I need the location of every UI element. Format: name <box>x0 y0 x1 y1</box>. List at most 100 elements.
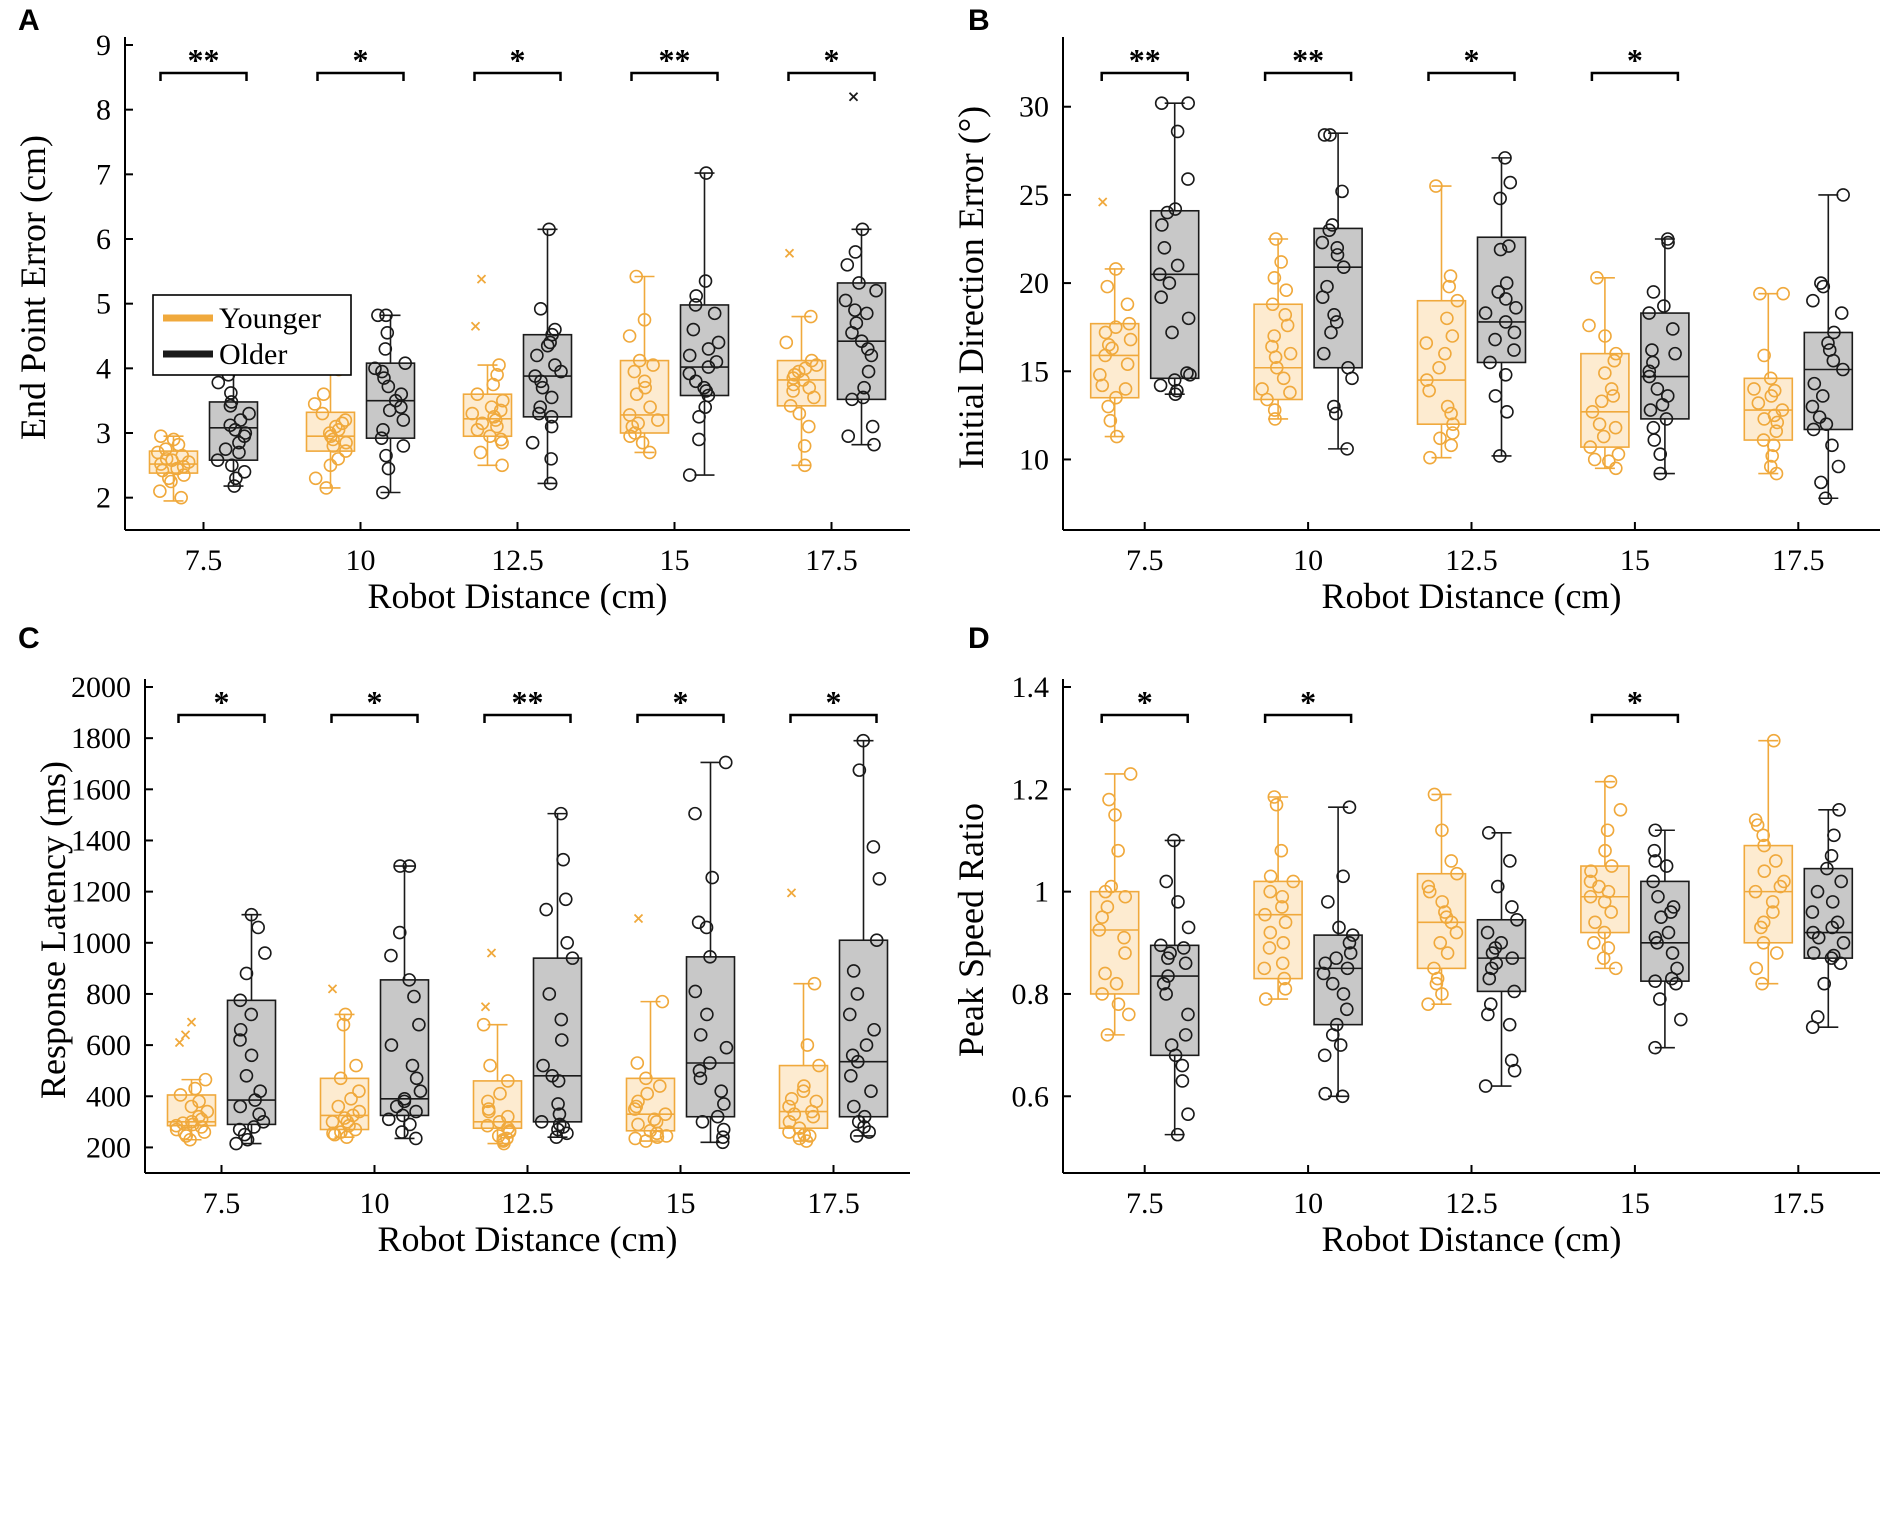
older-data-point <box>851 1115 866 1129</box>
older-data-point <box>1507 343 1521 357</box>
younger-data-point <box>1442 279 1456 294</box>
younger-data-point <box>812 1058 826 1073</box>
older-data-point <box>849 1129 864 1143</box>
significance-bracket <box>1100 71 1189 81</box>
older-data-point <box>1154 290 1168 305</box>
younger-outlier-marker <box>486 948 497 958</box>
older-data-point <box>394 400 408 414</box>
older-data-point <box>405 1058 420 1073</box>
older-data-point <box>692 1063 707 1078</box>
older-data-point <box>1488 941 1503 955</box>
younger-data-point <box>1278 915 1293 930</box>
younger-data-point <box>1607 353 1622 368</box>
younger-data-point <box>335 416 349 431</box>
younger-data-point <box>786 384 800 398</box>
older-data-point <box>1483 997 1498 1011</box>
younger-data-point <box>494 432 508 447</box>
older-data-point <box>1806 422 1821 437</box>
older-data-point <box>693 1071 708 1086</box>
younger-data-point <box>1095 378 1110 393</box>
x-tick-label: 17.5 <box>807 1187 860 1220</box>
older-data-point <box>699 384 714 398</box>
older-data-point <box>1502 1017 1517 1032</box>
younger-data-point <box>1118 889 1133 904</box>
older-data-point <box>1504 1053 1519 1068</box>
older-data-point <box>1340 442 1354 456</box>
younger-data-point <box>1101 338 1116 352</box>
younger-data-point <box>1756 915 1771 930</box>
older-data-point <box>1336 869 1350 884</box>
y-tick-label: 0.8 <box>1012 978 1050 1011</box>
younger-outlier-marker <box>180 1030 191 1040</box>
older-data-point <box>705 870 720 885</box>
y-tick-label: 20 <box>1019 267 1049 300</box>
older-data-point <box>224 395 239 409</box>
younger-data-point <box>1756 935 1771 950</box>
older-data-point <box>211 375 226 390</box>
older-data-point <box>715 1135 730 1150</box>
older-data-point <box>718 755 733 770</box>
older-data-point <box>379 308 393 323</box>
younger-data-point <box>1766 905 1780 919</box>
younger-data-point <box>169 1118 184 1133</box>
older-data-point <box>1834 874 1849 889</box>
older-data-point <box>233 1033 247 1047</box>
y-tick-label: 9 <box>96 29 111 62</box>
younger-data-point <box>1609 346 1623 361</box>
older-data-point <box>1493 191 1507 206</box>
younger-data-point <box>327 1127 342 1142</box>
younger-data-point <box>1769 424 1784 439</box>
older-data-point <box>1500 405 1514 419</box>
older-box <box>532 957 583 1123</box>
older-data-point <box>1817 976 1832 991</box>
older-data-point <box>1505 951 1520 965</box>
older-data-point <box>1316 966 1331 981</box>
younger-data-point <box>1104 879 1119 894</box>
older-data-point <box>1498 315 1513 329</box>
older-data-point <box>392 925 407 940</box>
younger-data-point <box>629 269 644 284</box>
significance-label: * <box>824 42 840 78</box>
older-data-point <box>1181 920 1196 935</box>
older-data-point <box>402 859 417 873</box>
younger-data-point <box>801 419 816 434</box>
older-data-point <box>377 371 391 385</box>
older-data-point <box>1814 475 1828 490</box>
older-box <box>1640 880 1690 982</box>
older-data-point <box>860 342 875 356</box>
older-data-point <box>1827 325 1841 340</box>
younger-data-point <box>1757 864 1772 878</box>
younger-data-point <box>480 1118 495 1133</box>
legend-older-label: Older <box>219 338 287 371</box>
older-data-point <box>554 806 568 821</box>
younger-data-point <box>1102 792 1116 807</box>
younger-data-point <box>807 976 822 991</box>
older-data-point <box>1834 306 1849 320</box>
y-axis-label: End Point Error (cm) <box>13 135 53 440</box>
older-data-point <box>1161 969 1175 983</box>
younger-data-point <box>786 371 801 385</box>
y-tick-label: 4 <box>96 352 111 385</box>
y-tick-label: 30 <box>1019 91 1049 124</box>
younger-data-point <box>1277 971 1292 986</box>
older-data-point <box>532 406 546 421</box>
younger-data-point <box>629 1099 644 1114</box>
younger-data-point <box>344 1092 358 1106</box>
younger-outlier-marker <box>476 274 487 284</box>
younger-data-point <box>319 481 334 495</box>
older-data-point <box>1328 406 1343 421</box>
older-data-point <box>1336 260 1351 275</box>
younger-data-point <box>1748 813 1763 827</box>
younger-data-point <box>492 358 506 372</box>
younger-data-point <box>331 422 346 437</box>
panel-b: B 10 15 20 25 30 7.5 10 12.5 15 17.5 Robot Distance… <box>951 4 1880 616</box>
older-data-point <box>1478 1079 1493 1093</box>
younger-data-point <box>1108 320 1123 334</box>
significance-label: * <box>673 684 689 720</box>
older-data-point <box>407 989 421 1004</box>
significance-bracket <box>316 71 405 81</box>
younger-data-point <box>1118 946 1132 960</box>
older-data-point <box>848 245 863 259</box>
x-tick-label: 12.5 <box>1445 544 1498 577</box>
older-data-point <box>1819 417 1834 431</box>
